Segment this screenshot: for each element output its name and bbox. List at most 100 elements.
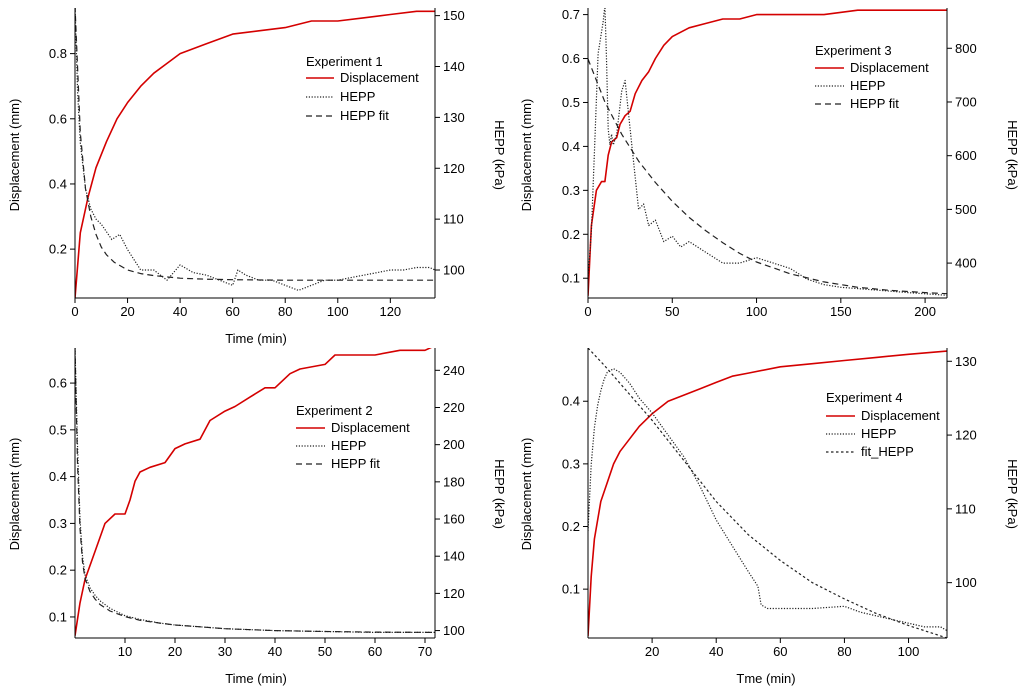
legend-label: HEPP fit bbox=[340, 108, 389, 123]
y2-tick-label: 400 bbox=[955, 256, 977, 271]
y2-tick-label: 180 bbox=[443, 474, 465, 489]
x-tick-label: 40 bbox=[173, 304, 187, 319]
x-tick-label: 100 bbox=[898, 644, 920, 659]
y-tick-label: 0.3 bbox=[562, 456, 580, 471]
x-axis-label: Time (min) bbox=[225, 671, 287, 686]
legend-label: Displacement bbox=[861, 408, 940, 423]
y2-tick-label: 110 bbox=[443, 212, 464, 227]
y2-tick-label: 200 bbox=[443, 437, 465, 452]
legend-item-hepp: HEPP bbox=[815, 78, 885, 93]
legend-label: HEPP bbox=[861, 426, 896, 441]
y-tick-label: 0.7 bbox=[562, 7, 580, 22]
x-tick-label: 150 bbox=[830, 304, 852, 319]
y-tick-label: 0.5 bbox=[49, 422, 67, 437]
legend-item-hepp: HEPP bbox=[826, 426, 896, 441]
x-tick-label: 20 bbox=[120, 304, 134, 319]
legend-label: HEPP bbox=[340, 89, 375, 104]
series-line-hepp-fit bbox=[75, 348, 435, 634]
y2-tick-label: 500 bbox=[955, 202, 977, 217]
y-axis-label: Displacement (mm) bbox=[7, 438, 22, 551]
x-tick-label: 100 bbox=[746, 304, 768, 319]
y-tick-label: 0.1 bbox=[49, 609, 67, 624]
y2-axis-label: HEPP (kPa) bbox=[1005, 459, 1020, 529]
x-tick-label: 200 bbox=[914, 304, 936, 319]
y2-tick-label: 100 bbox=[955, 575, 977, 590]
x-tick-label: 80 bbox=[837, 644, 851, 659]
y2-tick-label: 140 bbox=[443, 549, 465, 564]
y-tick-label: 0.2 bbox=[562, 519, 580, 534]
y-tick-label: 0.6 bbox=[49, 111, 67, 126]
y-axis-label: Displacement (mm) bbox=[519, 438, 534, 551]
legend-title: Experiment 4 bbox=[826, 390, 903, 405]
x-tick-label: 80 bbox=[278, 304, 292, 319]
y-tick-label: 0.4 bbox=[562, 139, 580, 154]
chart-experiment-1: Experiment 1 Displacement HEPP HEPP fit … bbox=[7, 8, 507, 346]
y2-tick-label: 160 bbox=[443, 512, 465, 527]
x-tick-label: 50 bbox=[318, 644, 332, 659]
y2-tick-label: 130 bbox=[443, 110, 465, 125]
chart-experiment-4: Experiment 4 Displacement HEPP fit_HEPP … bbox=[519, 348, 1020, 686]
x-axis-label: Tme (min) bbox=[736, 671, 795, 686]
y2-axis-label: HEPP (kPa) bbox=[1005, 120, 1020, 190]
legend-label: Displacement bbox=[331, 420, 410, 435]
y-tick-label: 0.6 bbox=[49, 376, 67, 391]
legend-title: Experiment 2 bbox=[296, 403, 373, 418]
legend-item-displacement: Displacement bbox=[815, 60, 929, 75]
y-tick-label: 0.2 bbox=[49, 242, 67, 257]
y-tick-label: 0.4 bbox=[49, 469, 67, 484]
y-tick-label: 0.5 bbox=[562, 95, 580, 110]
y-tick-label: 0.1 bbox=[562, 271, 580, 286]
x-axis-label: Time (min) bbox=[225, 331, 287, 346]
legend-item-hepp-fit: HEPP fit bbox=[296, 456, 380, 471]
x-tick-label: 30 bbox=[218, 644, 232, 659]
x-tick-label: 0 bbox=[71, 304, 78, 319]
y2-tick-label: 240 bbox=[443, 363, 465, 378]
y2-tick-label: 800 bbox=[955, 41, 977, 56]
series-line-displacement bbox=[588, 9, 947, 296]
y2-tick-label: 120 bbox=[443, 586, 465, 601]
series-line-displacement bbox=[588, 350, 947, 637]
y-tick-label: 0.3 bbox=[49, 516, 67, 531]
series-line-fit-hepp bbox=[588, 348, 947, 638]
series-line-hepp-fit bbox=[588, 58, 947, 295]
legend-title: Experiment 1 bbox=[306, 54, 383, 69]
y2-tick-label: 220 bbox=[443, 400, 465, 415]
series-line-displacement bbox=[75, 348, 432, 636]
y-axis-label: Displacement (mm) bbox=[519, 99, 534, 212]
y2-tick-label: 120 bbox=[955, 428, 977, 443]
y-tick-label: 0.4 bbox=[49, 176, 67, 191]
y-tick-label: 0.2 bbox=[49, 563, 67, 578]
x-tick-label: 50 bbox=[665, 304, 679, 319]
chart-experiment-3: Experiment 3 Displacement HEPP HEPP fit … bbox=[519, 7, 1020, 319]
x-tick-label: 10 bbox=[118, 644, 132, 659]
y2-tick-label: 100 bbox=[443, 623, 465, 638]
y2-tick-label: 600 bbox=[955, 148, 977, 163]
legend-label: HEPP bbox=[850, 78, 885, 93]
legend-item-displacement: Displacement bbox=[826, 408, 940, 423]
legend-label: Displacement bbox=[340, 70, 419, 85]
y2-tick-label: 700 bbox=[955, 94, 977, 109]
y-tick-label: 0.1 bbox=[562, 582, 580, 597]
x-tick-label: 20 bbox=[168, 644, 182, 659]
y-axis-label: Displacement (mm) bbox=[7, 99, 22, 212]
legend-label: HEPP fit bbox=[850, 96, 899, 111]
legend-label: HEPP fit bbox=[331, 456, 380, 471]
series-line-displacement bbox=[75, 10, 435, 298]
y2-tick-label: 110 bbox=[955, 501, 976, 516]
legend-item-hepp: HEPP bbox=[306, 89, 375, 104]
series-line-hepp bbox=[75, 348, 435, 634]
x-tick-label: 70 bbox=[418, 644, 432, 659]
y-tick-label: 0.4 bbox=[562, 394, 580, 409]
y-tick-label: 0.6 bbox=[562, 51, 580, 66]
legend-item-displacement: Displacement bbox=[296, 420, 410, 435]
legend-item-hepp-fit: HEPP fit bbox=[815, 96, 899, 111]
x-tick-label: 60 bbox=[773, 644, 787, 659]
legend-label: HEPP bbox=[331, 438, 366, 453]
legend-label: Displacement bbox=[850, 60, 929, 75]
x-tick-label: 40 bbox=[268, 644, 282, 659]
x-tick-label: 20 bbox=[645, 644, 659, 659]
y2-tick-label: 140 bbox=[443, 59, 465, 74]
x-tick-label: 40 bbox=[709, 644, 723, 659]
y2-tick-label: 100 bbox=[443, 263, 465, 278]
